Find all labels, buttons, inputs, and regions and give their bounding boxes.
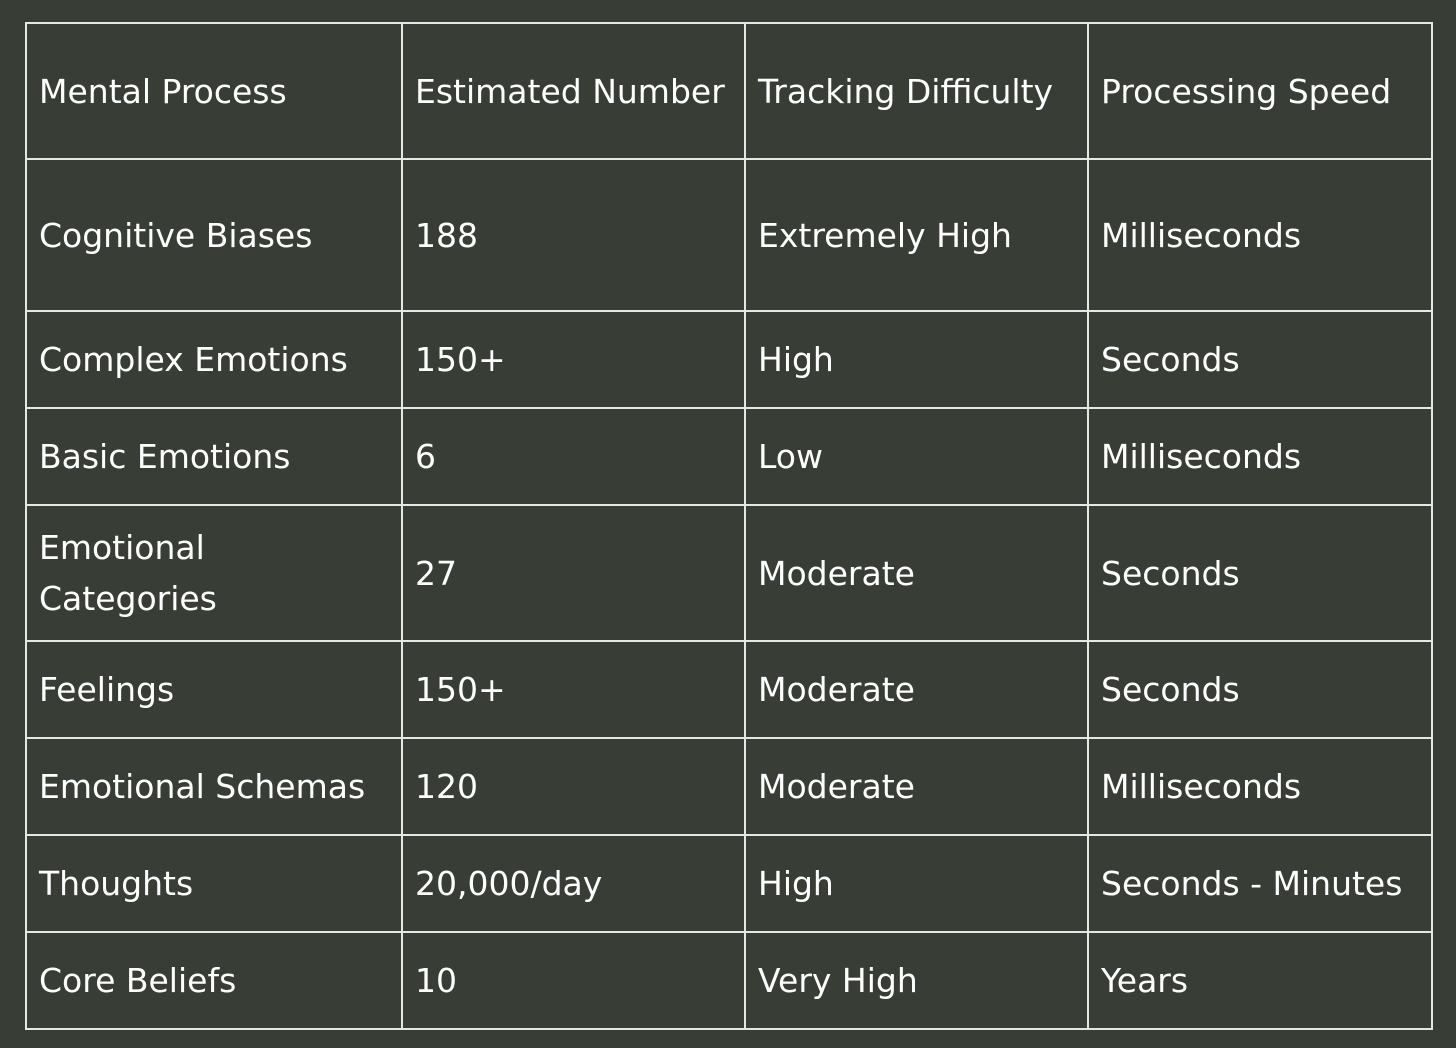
table-cell: Emotional Schemas — [25, 737, 403, 836]
table-cell: 10 — [401, 931, 746, 1030]
table-cell: 188 — [401, 158, 746, 312]
table-cell: Milliseconds — [1087, 158, 1433, 312]
table-cell: Moderate — [744, 737, 1089, 836]
table-row: Core Beliefs 10 Very High Years — [25, 931, 1433, 1030]
table-cell: Complex Emotions — [25, 310, 403, 409]
table-row: Feelings 150+ Moderate Seconds — [25, 640, 1433, 739]
table-cell: Moderate — [744, 640, 1089, 739]
table-cell: Seconds — [1087, 310, 1433, 409]
table-cell: Very High — [744, 931, 1089, 1030]
table-row: Emotional Schemas 120 Moderate Milliseco… — [25, 737, 1433, 836]
table-cell: 6 — [401, 407, 746, 506]
table-cell: High — [744, 310, 1089, 409]
table-cell: Cognitive Biases — [25, 158, 403, 312]
mental-process-table: Mental Process Estimated Number Tracking… — [25, 22, 1433, 1030]
column-header: Estimated Number — [401, 22, 746, 160]
table-row: Cognitive Biases 188 Extremely High Mill… — [25, 158, 1433, 312]
table-cell: Years — [1087, 931, 1433, 1030]
table-cell: Milliseconds — [1087, 407, 1433, 506]
table-cell: Milliseconds — [1087, 737, 1433, 836]
table-cell: Moderate — [744, 504, 1089, 642]
table-cell: High — [744, 834, 1089, 933]
table-cell: Extremely High — [744, 158, 1089, 312]
table-cell: Basic Emotions — [25, 407, 403, 506]
table-cell: Emotional Categories — [25, 504, 403, 642]
table-cell: Thoughts — [25, 834, 403, 933]
table-row: Emotional Categories 27 Moderate Seconds — [25, 504, 1433, 642]
table-header-row: Mental Process Estimated Number Tracking… — [25, 22, 1433, 160]
table-cell: Seconds — [1087, 504, 1433, 642]
column-header: Mental Process — [25, 22, 403, 160]
table-cell: Seconds — [1087, 640, 1433, 739]
table-cell: 150+ — [401, 640, 746, 739]
table-cell: Core Beliefs — [25, 931, 403, 1030]
table-cell: Seconds - Minutes — [1087, 834, 1433, 933]
table-cell: 120 — [401, 737, 746, 836]
table-cell: Low — [744, 407, 1089, 506]
table-cell: 20,000/day — [401, 834, 746, 933]
column-header: Tracking Difficulty — [744, 22, 1089, 160]
column-header: Processing Speed — [1087, 22, 1433, 160]
table-cell: 150+ — [401, 310, 746, 409]
table-row: Complex Emotions 150+ High Seconds — [25, 310, 1433, 409]
table-row: Thoughts 20,000/day High Seconds - Minut… — [25, 834, 1433, 933]
table-cell: 27 — [401, 504, 746, 642]
table-cell: Feelings — [25, 640, 403, 739]
table-row: Basic Emotions 6 Low Milliseconds — [25, 407, 1433, 506]
